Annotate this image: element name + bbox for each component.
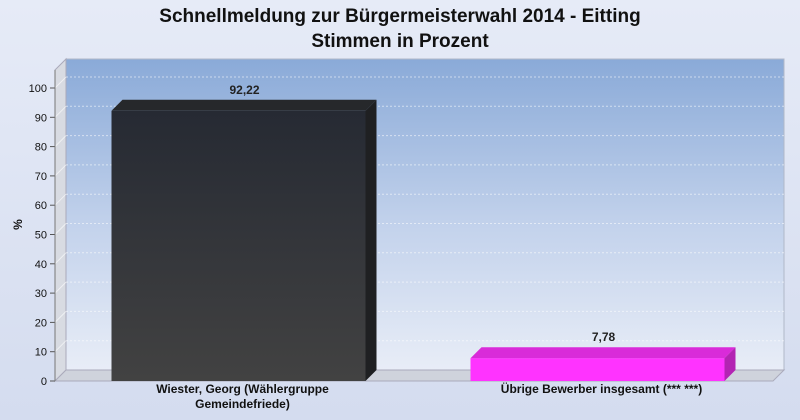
y-tick-label: 90 xyxy=(35,112,47,124)
y-tick-label: 100 xyxy=(29,83,47,95)
gridline-side xyxy=(54,193,67,206)
bar-value-label: 7,78 xyxy=(592,330,616,344)
bar xyxy=(470,347,736,381)
bar-front xyxy=(470,358,725,381)
bar-top xyxy=(470,347,736,359)
y-tick-label: 40 xyxy=(35,259,47,271)
y-tick-label: 30 xyxy=(35,288,47,300)
y-tick-label: 80 xyxy=(35,142,47,154)
y-tick-label: 20 xyxy=(35,317,47,329)
y-tick-label: 50 xyxy=(35,230,47,242)
x-category-label-line: Wiester, Georg (Wählergruppe xyxy=(156,382,329,396)
gridline-side xyxy=(54,164,67,177)
gridline-side xyxy=(54,105,67,118)
gridline-side xyxy=(54,311,67,323)
chart-title: Schnellmeldung zur Bürgermeisterwahl 201… xyxy=(0,4,800,54)
bar xyxy=(111,99,377,381)
gridline-side xyxy=(54,223,67,235)
x-category-label: Übrige Bewerber insgesamt (*** ***) xyxy=(477,382,727,397)
gridline-side xyxy=(54,135,67,147)
bar-value-label: 92,22 xyxy=(229,83,259,97)
y-tick-label: 0 xyxy=(41,376,47,388)
bar-front xyxy=(111,110,366,381)
x-category-label-line: Übrige Bewerber insgesamt (*** ***) xyxy=(500,382,703,396)
gridline-side xyxy=(54,252,67,265)
gridline-side xyxy=(54,76,67,89)
y-tick-label: 10 xyxy=(35,347,47,359)
gridline-side xyxy=(54,281,67,294)
bar-side xyxy=(365,99,377,381)
y-tick-label: 70 xyxy=(35,171,47,183)
y-tick-label: 60 xyxy=(35,200,47,212)
gridline-side xyxy=(54,340,67,353)
x-category-label-line: Gemeindefriede) xyxy=(195,397,290,411)
x-category-label: Wiester, Georg (Wählergruppe Gemeindefrie… xyxy=(118,382,368,412)
chart-subtitle: Stimmen in Prozent xyxy=(311,31,489,52)
y-axis-title: % xyxy=(11,219,25,230)
bar-side xyxy=(724,347,736,381)
chart-title-line-1: Schnellmeldung zur Bürgermeisterwahl 201… xyxy=(159,6,641,27)
bar-top xyxy=(111,99,377,111)
